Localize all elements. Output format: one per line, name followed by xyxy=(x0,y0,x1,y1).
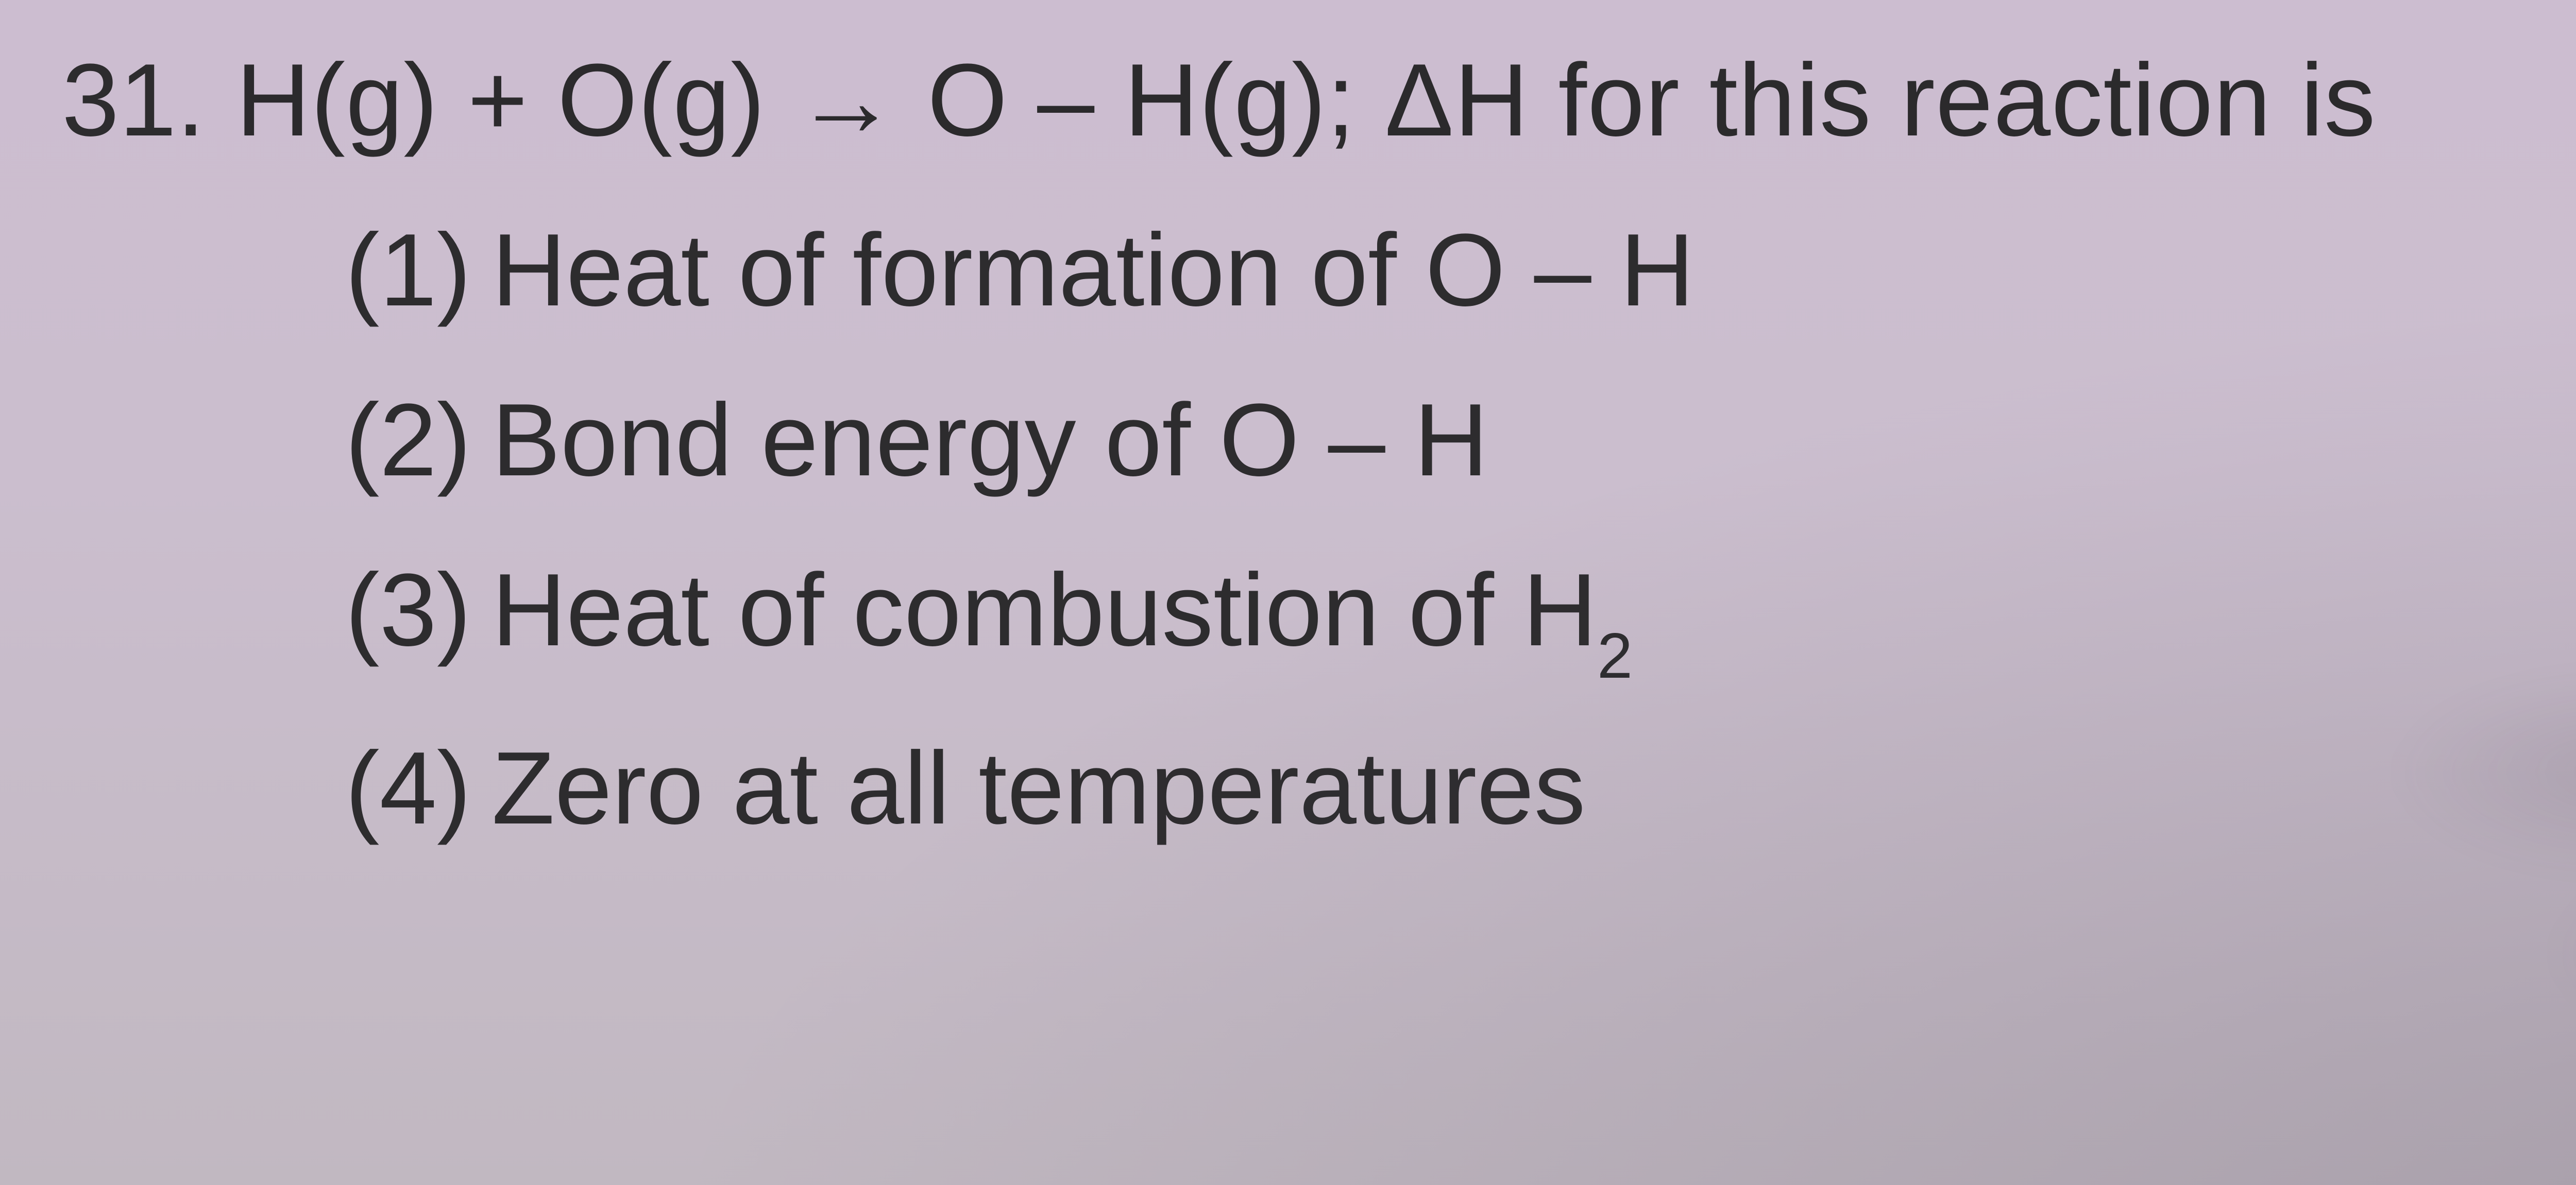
question-number: 31. xyxy=(62,31,205,170)
option-3: (3) Heat of combustion of H2 xyxy=(345,541,2576,688)
options-list: (1) Heat of formation of O – H (2) Bond … xyxy=(345,201,2576,858)
option-text: Heat of formation of O – H xyxy=(492,201,1694,340)
option-text: Zero at all temperatures xyxy=(492,719,1585,858)
question-row: 31. H(g) + O(g) → O – H(g); ΔH for this … xyxy=(62,31,2576,170)
option-number: (2) xyxy=(345,371,471,510)
option-number: (3) xyxy=(345,541,471,680)
option-number: (1) xyxy=(345,201,471,340)
option-4: (4) Zero at all temperatures xyxy=(345,719,2576,858)
option-text-main: Heat of combustion of H xyxy=(492,553,1597,667)
option-2: (2) Bond energy of O – H xyxy=(345,371,2576,510)
photo-smudge xyxy=(2545,825,2576,1082)
option-text: Heat of combustion of H2 xyxy=(492,541,1632,688)
option-number: (4) xyxy=(345,719,471,858)
option-subscript: 2 xyxy=(1597,621,1633,692)
question-page: 31. H(g) + O(g) → O – H(g); ΔH for this … xyxy=(0,0,2576,1185)
question-stem: H(g) + O(g) → O – H(g); ΔH for this reac… xyxy=(236,31,2376,170)
option-text: Bond energy of O – H xyxy=(492,371,1488,510)
option-1: (1) Heat of formation of O – H xyxy=(345,201,2576,340)
